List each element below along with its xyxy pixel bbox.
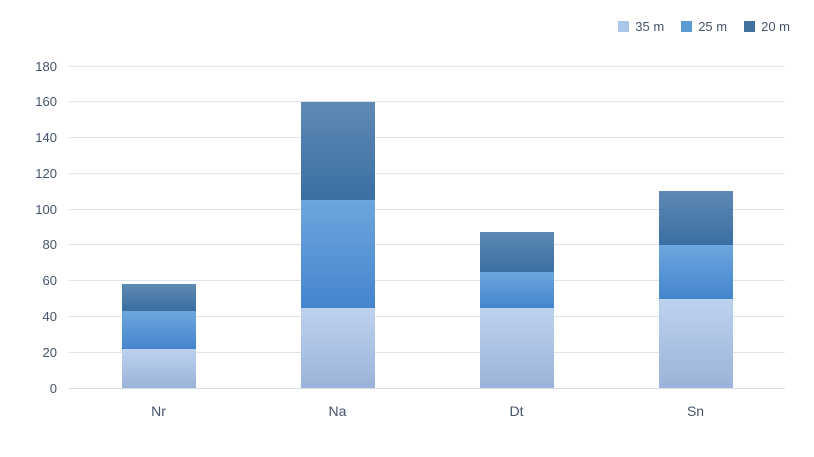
x-axis-line (69, 387, 785, 389)
y-tick-label: 80 (42, 237, 57, 253)
y-tick-label: 160 (35, 94, 57, 110)
legend-item-25m: 25 m (681, 20, 727, 33)
x-tick-label-sn: Sn (686, 403, 705, 419)
legend-label: 25 m (698, 19, 728, 34)
gridline (69, 101, 785, 103)
bar-stack-na (300, 101, 375, 388)
bar-segment-nr-35m (121, 348, 196, 388)
legend-swatch-icon (744, 21, 756, 32)
bar-stack-dt (479, 232, 554, 388)
x-tick-label-na: Na (328, 403, 347, 419)
x-tick-label-nr: Nr (151, 403, 166, 419)
y-tick-label: 60 (42, 273, 57, 289)
y-tick-label: 0 (49, 380, 57, 396)
bar-segment-na-25m (300, 200, 375, 308)
bar-segment-dt-20m (479, 232, 554, 272)
plot-area (69, 65, 785, 389)
bar-segment-nr-25m (121, 311, 196, 349)
legend-label: 35 m (635, 19, 665, 34)
y-tick-label: 40 (42, 308, 57, 324)
gridline (69, 351, 785, 353)
y-tick-label: 180 (35, 58, 57, 74)
chart-legend: 35 m 25 m 20 m (618, 20, 790, 33)
bar-stack-nr (121, 284, 196, 388)
gridline (69, 172, 785, 174)
legend-swatch-icon (618, 21, 630, 32)
bar-segment-dt-35m (479, 307, 554, 388)
legend-label: 20 m (761, 19, 790, 34)
legend-item-20m: 20 m (744, 20, 790, 33)
bar-segment-na-20m (300, 101, 375, 201)
gridline (69, 280, 785, 282)
x-tick-label-dt: Dt (509, 403, 524, 419)
gridline (69, 137, 785, 139)
y-tick-label: 120 (35, 165, 57, 181)
legend-item-35m: 35 m (618, 20, 664, 33)
bar-stack-sn (658, 191, 733, 388)
y-tick-label: 100 (35, 201, 57, 217)
gridline (69, 315, 785, 317)
legend-swatch-icon (681, 21, 693, 32)
gridline (69, 65, 785, 67)
y-tick-label: 20 (42, 344, 57, 360)
bar-segment-sn-35m (658, 298, 733, 388)
bar-segment-nr-20m (121, 284, 196, 312)
gridline (69, 244, 785, 246)
bar-segment-sn-25m (658, 244, 733, 299)
bar-segment-na-35m (300, 307, 375, 388)
gridline (69, 208, 785, 210)
bar-segment-sn-20m (658, 191, 733, 245)
y-tick-label: 140 (35, 130, 57, 146)
bar-segment-dt-25m (479, 271, 554, 308)
